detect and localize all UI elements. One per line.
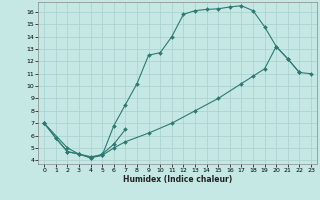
- X-axis label: Humidex (Indice chaleur): Humidex (Indice chaleur): [123, 175, 232, 184]
